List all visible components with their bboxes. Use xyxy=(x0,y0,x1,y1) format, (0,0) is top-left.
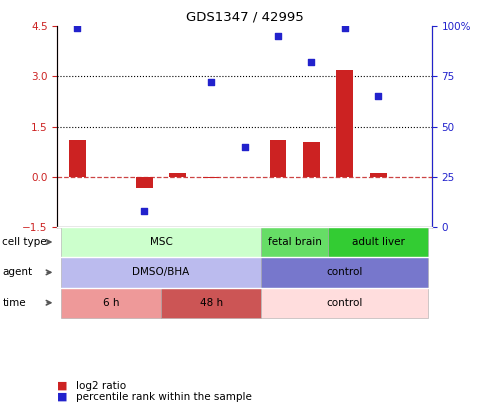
Text: 48 h: 48 h xyxy=(200,298,223,308)
Bar xyxy=(303,142,320,177)
Text: MSC: MSC xyxy=(150,237,173,247)
Bar xyxy=(136,177,153,188)
Text: ■: ■ xyxy=(57,392,68,402)
Text: DMSO/BHA: DMSO/BHA xyxy=(132,267,190,277)
Point xyxy=(241,143,249,150)
Point xyxy=(341,25,349,32)
Point xyxy=(274,33,282,40)
Text: log2 ratio: log2 ratio xyxy=(76,381,126,391)
Text: percentile rank within the sample: percentile rank within the sample xyxy=(76,392,252,402)
Point xyxy=(73,25,81,32)
Point xyxy=(207,79,215,86)
Text: control: control xyxy=(326,298,363,308)
Bar xyxy=(370,173,387,177)
Bar xyxy=(269,140,286,177)
Bar xyxy=(69,140,86,177)
Text: 6 h: 6 h xyxy=(103,298,119,308)
Text: ■: ■ xyxy=(57,381,68,391)
Bar xyxy=(336,70,353,177)
Point xyxy=(307,59,315,66)
Text: agent: agent xyxy=(2,267,32,277)
Bar xyxy=(203,177,220,178)
Bar xyxy=(169,173,186,177)
Text: fetal brain: fetal brain xyxy=(267,237,321,247)
Point xyxy=(374,93,382,100)
Text: time: time xyxy=(2,298,26,308)
Text: cell type: cell type xyxy=(2,237,47,247)
Text: adult liver: adult liver xyxy=(352,237,405,247)
Title: GDS1347 / 42995: GDS1347 / 42995 xyxy=(186,11,303,24)
Point xyxy=(140,207,148,214)
Text: control: control xyxy=(326,267,363,277)
